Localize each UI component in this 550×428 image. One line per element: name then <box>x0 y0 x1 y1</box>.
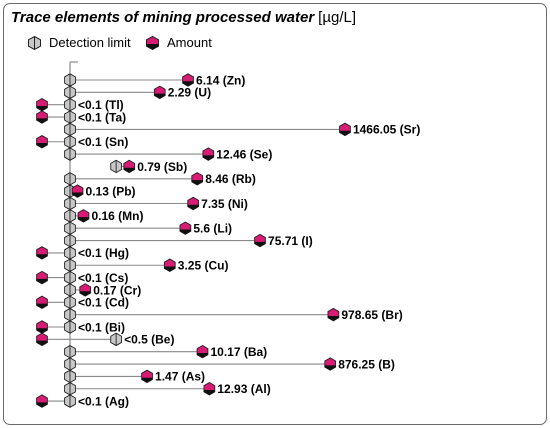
amount-marker-hg <box>36 246 48 260</box>
detection-limit-marker-ag <box>64 394 76 408</box>
amount-marker-al <box>203 382 216 396</box>
amount-marker-ba <box>196 344 209 359</box>
detection-limit-marker-sb <box>110 159 122 174</box>
detection-limit-marker-se <box>64 147 76 161</box>
detection-limit-marker-sn <box>64 135 76 149</box>
chart-title-text: Trace elements of mining processed water <box>11 9 315 26</box>
data-label-br: 978.65 (Br) <box>341 308 402 322</box>
amount-marker-u <box>153 85 166 100</box>
legend-label-detection-limit: Detection limit <box>49 35 131 50</box>
legend-item-detection-limit: Detection limit <box>28 35 131 50</box>
detection-limit-marker-ba <box>64 344 76 359</box>
amount-marker-zn <box>182 73 194 87</box>
data-label-ba: 10.17 (Ba) <box>210 345 267 359</box>
detection-limit-marker-as <box>64 369 76 384</box>
detection-limit-marker-b <box>64 357 76 371</box>
legend-item-amount: Amount <box>146 35 212 50</box>
detection-limit-marker-be <box>110 332 122 347</box>
amount-marker-sn <box>36 135 48 149</box>
data-label-cr: 0.17 (Cr) <box>93 283 141 297</box>
amount-marker-cr <box>79 283 92 297</box>
data-label-sb: 0.79 (Sb) <box>137 160 187 174</box>
detection-limit-marker-mn <box>64 209 76 223</box>
amount-marker-sr <box>339 122 351 137</box>
amount-marker-b <box>324 357 337 371</box>
data-label-mn: 0.16 (Mn) <box>91 209 143 223</box>
detection-limit-marker-li <box>64 221 76 235</box>
detection-limit-marker-ni <box>64 196 76 211</box>
detection-limit-marker-br <box>64 307 76 322</box>
amount-marker-rb <box>191 172 204 186</box>
data-label-se: 12.46 (Se) <box>216 147 272 161</box>
detection-limit-marker-cr <box>64 283 76 297</box>
amount-marker-ta <box>36 110 48 124</box>
data-label-pb: 0.13 (Pb) <box>86 184 136 198</box>
data-label-al: 12.93 (Al) <box>217 382 270 396</box>
amount-marker-cu <box>163 258 176 272</box>
data-label-bi: <0.1 (Bi) <box>78 320 125 334</box>
detection-limit-marker-rb <box>64 172 76 186</box>
amount-marker-tl <box>36 97 48 112</box>
data-label-as: 1.47 (As) <box>155 370 205 384</box>
detection-limit-marker-cu <box>64 258 76 272</box>
data-label-zn: 6.14 (Zn) <box>196 73 245 87</box>
data-label-ag: <0.1 (Ag) <box>78 394 129 408</box>
data-label-rb: 8.46 (Rb) <box>205 172 256 186</box>
data-label-cd: <0.1 (Cd) <box>78 296 129 310</box>
data-label-sr: 1466.05 (Sr) <box>353 123 420 137</box>
detection-limit-marker-bi <box>64 320 76 334</box>
detection-limit-marker-i <box>64 233 76 248</box>
data-label-i: 75.71 (I) <box>268 234 313 248</box>
detection-limit-marker-sr <box>64 122 76 137</box>
data-label-be: <0.5 (Be) <box>124 333 174 347</box>
detection-limit-marker-zn <box>64 73 76 87</box>
detection-limit-marker-ta <box>64 110 76 124</box>
chart-frame <box>3 3 547 425</box>
amount-marker-ag <box>36 394 48 408</box>
detection-limit-marker-hg <box>64 246 76 260</box>
data-label-tl: <0.1 (Tl) <box>78 98 124 112</box>
chart-unit: [µg/L] <box>318 9 357 26</box>
amount-marker-ni <box>187 196 200 211</box>
amount-hexagon-icon <box>146 35 159 50</box>
detection-limit-marker-cd <box>64 295 76 310</box>
data-label-b: 876.25 (B) <box>338 357 395 371</box>
data-label-li: 5.6 (Li) <box>193 222 232 236</box>
legend-label-amount: Amount <box>167 35 212 50</box>
data-label-hg: <0.1 (Hg) <box>78 246 129 260</box>
chart-title: Trace elements of mining processed water… <box>11 9 356 26</box>
detection-limit-marker-u <box>64 85 76 100</box>
detection-limit-marker-cs <box>64 270 76 285</box>
amount-marker-br <box>327 307 340 322</box>
detection-limit-hexagon-icon <box>28 35 41 50</box>
amount-marker-bi <box>36 320 48 334</box>
amount-marker-cd <box>36 295 48 310</box>
amount-marker-se <box>202 147 215 161</box>
amount-marker-cs <box>36 270 48 285</box>
amount-marker-sb <box>123 159 136 174</box>
data-label-ta: <0.1 (Ta) <box>78 110 126 124</box>
detection-limit-marker-tl <box>64 97 76 112</box>
amount-marker-mn <box>77 209 90 223</box>
data-label-sn: <0.1 (Sn) <box>78 135 128 149</box>
amount-marker-i <box>254 233 266 248</box>
amount-marker-li <box>179 221 192 235</box>
detection-limit-marker-al <box>64 382 76 396</box>
amount-marker-pb <box>71 184 84 198</box>
data-label-cu: 3.25 (Cu) <box>178 259 229 273</box>
data-label-u: 2.29 (U) <box>168 86 211 100</box>
data-label-ni: 7.35 (Ni) <box>201 197 248 211</box>
data-label-cs: <0.1 (Cs) <box>78 271 128 285</box>
amount-marker-as <box>141 369 153 384</box>
amount-marker-be <box>36 332 48 347</box>
